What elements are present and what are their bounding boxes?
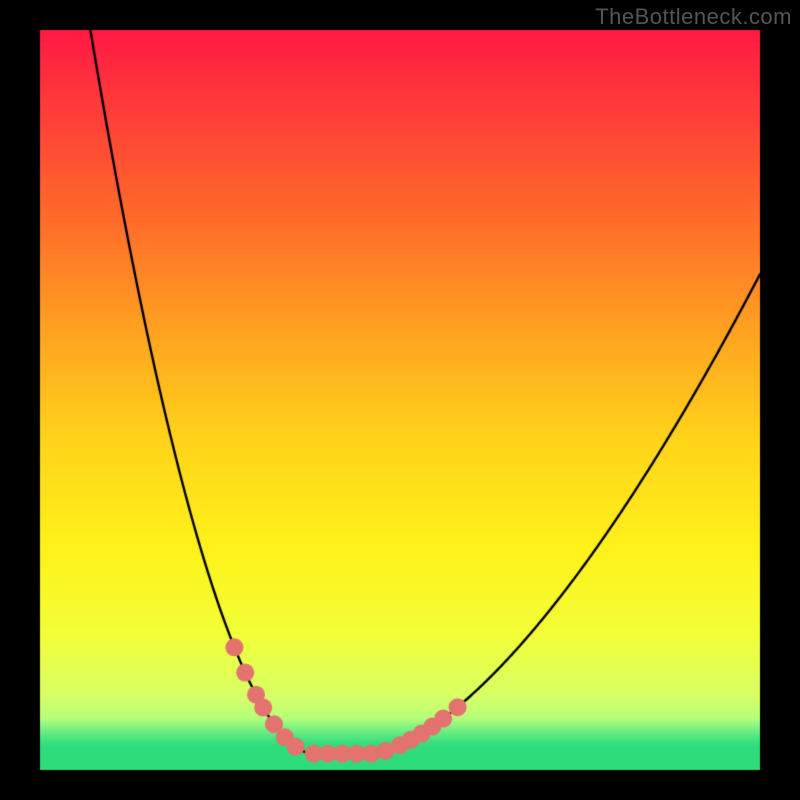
chart-stage: TheBottleneck.com: [0, 0, 800, 800]
watermark-label: TheBottleneck.com: [595, 4, 792, 30]
chart-canvas: [0, 0, 800, 800]
